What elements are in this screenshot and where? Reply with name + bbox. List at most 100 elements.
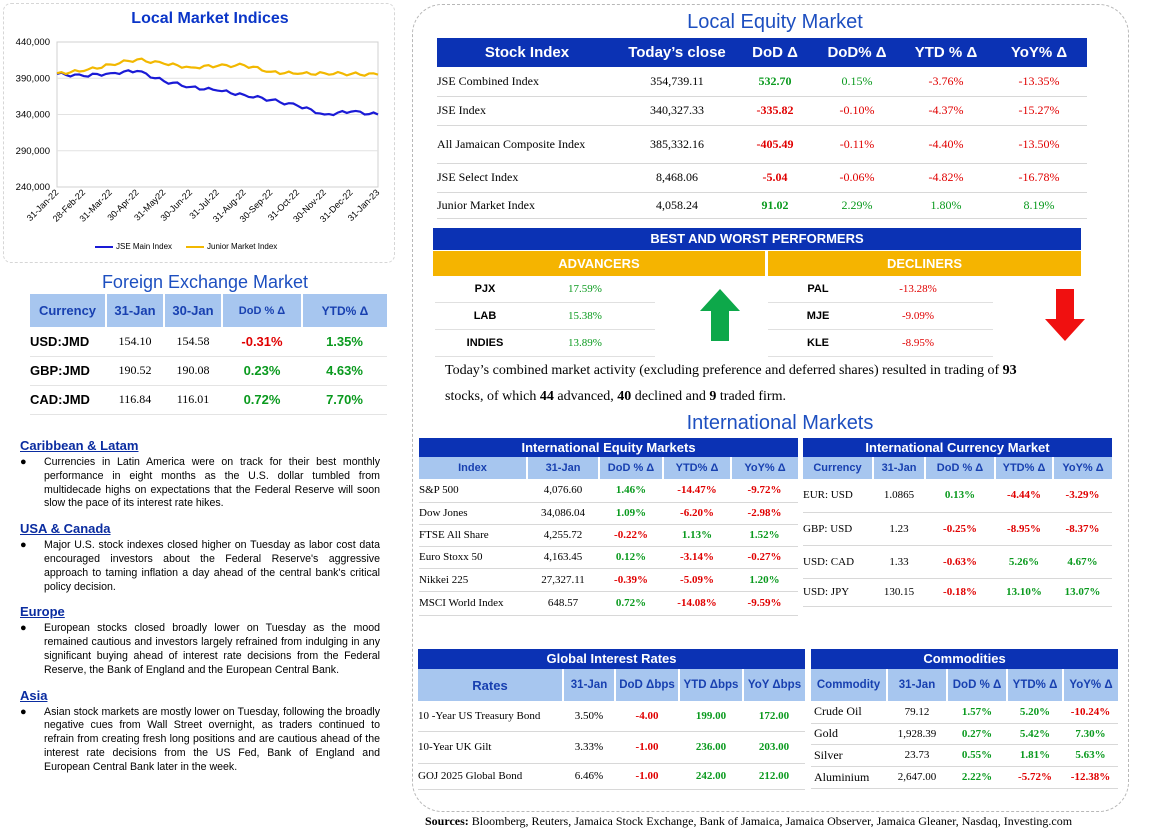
performer-row: PAL -13.28% — [768, 276, 993, 303]
equity-yoy: -13.50% — [1018, 136, 1060, 151]
intl-equity-row: FTSE All Share 4,255.72 -0.22% 1.13% 1.5… — [419, 524, 798, 546]
commodity-value: 79.12 — [904, 705, 930, 718]
commodity-ytd: 5.20% — [1019, 705, 1051, 718]
performer-row: MJE -9.09% — [768, 303, 993, 330]
intl-equity-ytd: -14.47% — [677, 484, 717, 497]
fx-row: GBP:JMD 190.52 190.08 0.23% 4.63% — [30, 356, 387, 385]
legend-swatch-junior — [186, 245, 205, 248]
fx-31jan: 190.52 — [118, 363, 152, 377]
fx-ytd: 4.63% — [326, 363, 363, 378]
rates-dod: -4.00 — [635, 709, 659, 722]
performer-symbol: PJX — [474, 283, 496, 295]
intl-currency-row: USD: CAD 1.33 -0.63% 5.26% 4.67% — [803, 545, 1112, 578]
rates-row: GOJ 2025 Global Bond 6.46% -1.00 242.00 … — [418, 763, 805, 789]
news-section-title: Caribbean & Latam — [20, 438, 139, 453]
intl-equity-yoy: -0.27% — [747, 551, 782, 563]
fx-header-30jan: 30-Jan — [163, 294, 222, 327]
rates-ytd: 236.00 — [695, 741, 727, 753]
commodity-value: 23.73 — [904, 749, 930, 761]
intl-equity-row: S&P 500 4,076.60 1.46% -14.47% -9.72% — [419, 479, 798, 502]
summary-advanced: 44 — [539, 389, 554, 404]
fx-header-currency: Currency — [38, 303, 97, 318]
sources-text: Bloomberg, Reuters, Jamaica Stock Exchan… — [468, 814, 1073, 828]
intl-equity-ytd: -3.14% — [680, 551, 714, 563]
rates-yoy: 203.00 — [758, 741, 790, 753]
y-tick-label: 240,000 — [16, 182, 50, 193]
fx-dod: 0.23% — [243, 363, 281, 378]
intl-equity-dod: 1.09% — [615, 507, 647, 519]
equity-dodpct: -0.06% — [839, 170, 875, 184]
intl-currency-row: GBP: USD 1.23 -0.25% -8.95% -8.37% — [803, 512, 1112, 545]
performer-change: 13.89% — [568, 337, 602, 349]
equity-yoy: -16.78% — [1018, 170, 1060, 184]
intl-equity-name: FTSE All Share — [419, 529, 489, 541]
decliners-header: DECLINERS — [768, 251, 1081, 276]
news-bullet: ● European stocks closed broadly lower on… — [20, 622, 380, 677]
news-text: European stocks closed broadly lower on … — [44, 622, 380, 676]
performer-change: -8.95% — [901, 337, 935, 349]
rates-row: 10-Year UK Gilt 3.33% -1.00 236.00 203.0… — [418, 731, 805, 763]
commodity-name: Silver — [814, 747, 843, 762]
commodity-ytd: 5.42% — [1019, 727, 1051, 740]
commodity-dod: 2.22% — [961, 771, 993, 783]
intl-currency-title: International Currency Market — [803, 438, 1112, 457]
rates-name: 10-Year UK Gilt — [418, 741, 492, 753]
rates-name: GOJ 2025 Global Bond — [418, 770, 523, 782]
fx-title: Foreign Exchange Market — [101, 272, 309, 292]
intl-equity-title: International Equity Markets — [419, 438, 798, 457]
equity-dod: 91.02 — [761, 197, 789, 212]
rates-box: Global Interest Rates Rates 31-Jan DoD Δ… — [418, 649, 805, 790]
legend-junior-label: Junior Market Index — [207, 242, 278, 251]
intl-currency-header-currency: Currency — [813, 462, 862, 474]
equity-index-name: JSE Select Index — [437, 170, 519, 184]
commodity-yoy: 7.30% — [1075, 727, 1106, 740]
commodity-name: Crude Oil — [814, 704, 862, 719]
commodities-header-dod: DoD % Δ — [946, 669, 1007, 701]
equity-close: 8,468.06 — [656, 170, 698, 184]
news-text: Major U.S. stock indexes closed higher o… — [44, 539, 380, 593]
intl-equity-header-yoy: YoY% Δ — [730, 457, 798, 479]
rates-dod: -1.00 — [635, 770, 659, 782]
intl-currency-dod: -0.18% — [943, 586, 977, 598]
intl-equity-header-dod: DoD % Δ — [598, 457, 663, 479]
rates-header-date: 31-Jan — [562, 669, 615, 701]
intl-equity-value: 4,076.60 — [543, 484, 583, 497]
news-text: Currencies in Latin America were on trac… — [44, 456, 380, 510]
rates-value: 6.46% — [574, 770, 604, 782]
rates-header-yoy: YoY Δbps — [742, 669, 805, 701]
commodity-yoy: -10.24% — [1070, 705, 1111, 718]
equity-row: All Jamaican Composite Index 385,332.16 … — [437, 125, 1087, 163]
commodities-title: Commodities — [811, 649, 1118, 669]
fx-row: CAD:JMD 116.84 116.01 0.72% 7.70% — [30, 385, 387, 414]
intl-equity-name: S&P 500 — [419, 484, 459, 497]
commodities-header-yoy: YoY% Δ — [1062, 669, 1118, 701]
equity-dod: -5.04 — [762, 170, 788, 184]
summary-text-5: traded firm. — [716, 389, 786, 404]
sources-label: Sources: — [425, 814, 469, 828]
commodities-box: Commodities Commodity 31-Jan DoD % Δ YTD… — [811, 649, 1118, 789]
fx-header-ytd: YTD% Δ — [301, 294, 387, 327]
rates-value: 3.33% — [574, 741, 604, 753]
commodity-yoy: -12.38% — [1070, 771, 1111, 783]
intl-currency-header-dod: DoD % Δ — [924, 457, 995, 479]
summary-declined: 40 — [617, 389, 632, 404]
rates-header-ytd: YTD Δbps — [678, 669, 743, 701]
intl-equity-yoy: -9.59% — [747, 597, 782, 609]
fx-header-31jan: 31-Jan — [105, 294, 164, 327]
fx-ytd: 7.70% — [326, 392, 363, 407]
equity-title: Local Equity Market — [687, 11, 863, 33]
commodity-dod: 0.27% — [961, 727, 993, 740]
intl-equity-ytd: -14.08% — [677, 597, 717, 609]
intl-equity-box: International Equity Markets Index 31-Ja… — [419, 438, 798, 616]
commodity-row: Crude Oil 79.12 1.57% 5.20% -10.24% — [811, 701, 1118, 723]
bullet-icon: ● — [20, 456, 27, 468]
equity-header-close: Today’s close — [628, 44, 726, 61]
intl-currency-row: EUR: USD 1.0865 0.13% -4.44% -3.29% — [803, 479, 1112, 512]
intl-equity-dod: -0.39% — [614, 573, 648, 586]
equity-dodpct: 0.15% — [841, 73, 873, 88]
intl-currency-ytd: 5.26% — [1008, 555, 1040, 568]
intl-currency-yoy: 4.67% — [1067, 555, 1098, 568]
fx-header-dod: DoD % Δ — [221, 294, 302, 327]
intl-equity-ytd: -5.09% — [680, 573, 714, 586]
intl-currency-yoy: -8.37% — [1065, 522, 1100, 535]
